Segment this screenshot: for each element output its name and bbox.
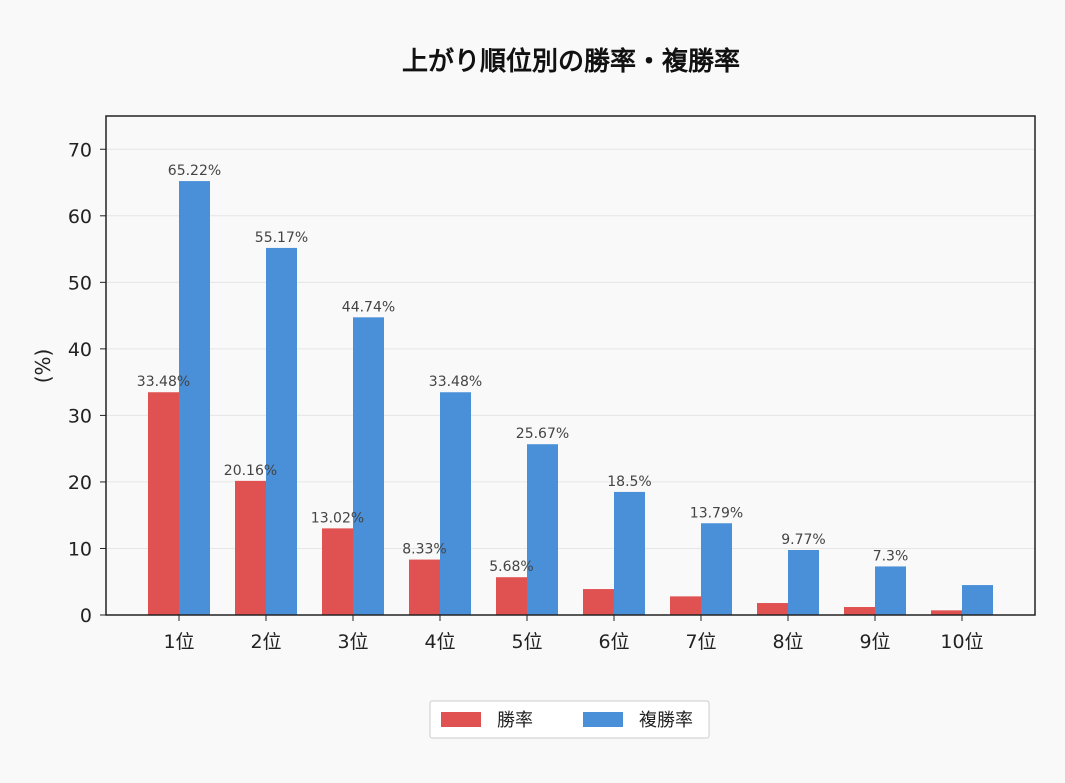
x-tick-label: 4位 [424,631,455,653]
data-label: 8.33% [402,542,446,558]
bar-place-rate [614,491,645,615]
x-tick-label: 1位 [163,631,194,653]
bar-place-rate [527,444,558,615]
bar-place-rate [875,566,906,615]
axis-ticks: 0 10 20 30 40 50 60 70 1位 2位 3位 4位 5位 6位 7位 8位 9位 10位 [68,139,984,653]
x-tick-label: 2位 [250,631,281,653]
bar-place-rate [440,392,471,615]
y-tick-label: 40 [68,339,92,361]
bars [148,181,993,616]
bar-win-rate [757,603,788,615]
y-tick-label: 10 [68,538,92,560]
data-label: 5.68% [489,559,533,575]
data-label: 65.22% [168,163,221,179]
data-label: 9.77% [781,532,825,548]
data-label: 7.3% [873,548,909,564]
data-label: 55.17% [255,230,308,246]
x-tick-label: 8位 [772,631,803,653]
data-label: 25.67% [516,426,569,442]
plot-frame [105,115,1036,616]
x-tick-label: 5位 [511,631,542,653]
x-tick-label: 7位 [685,631,716,653]
legend-swatch-series-1 [583,712,623,727]
chart-title: 上がり順位別の勝率・複勝率 [402,46,740,77]
bar-win-rate [844,607,875,615]
y-tick-label: 70 [68,139,92,161]
data-label: 33.48% [429,374,482,390]
bar-win-rate [496,577,527,615]
bar-win-rate [322,528,353,615]
bar-place-rate [179,181,210,616]
bar-place-rate [962,585,993,615]
legend-label-series-0: 勝率 [497,710,533,731]
data-label: 33.48% [137,374,190,390]
bar-win-rate [670,596,701,615]
bar-place-rate [353,317,384,615]
bar-win-rate [931,610,962,615]
data-labels: 33.48% 65.22% 20.16% 55.17% 13.02% 44.74% 8.33… [137,163,908,575]
y-tick-label: 60 [68,206,92,228]
data-label: 44.74% [342,299,395,315]
data-label: 13.02% [311,510,364,526]
x-tick-label: 10位 [940,631,983,653]
y-axis-label: (%) [31,349,55,384]
bar-win-rate [583,589,614,615]
data-label: 18.5% [607,474,651,490]
y-tick-label: 20 [68,472,92,494]
y-tick-label: 50 [68,272,92,294]
legend-swatch-series-0 [441,712,481,727]
x-tick-label: 6位 [598,631,629,653]
y-tick-label: 0 [80,605,92,627]
legend-box [429,700,710,739]
y-tick-label: 30 [68,405,92,427]
bar-win-rate [235,480,266,615]
x-tick-label: 3位 [337,631,368,653]
bar-win-rate [148,392,179,615]
bar-win-rate [409,559,440,615]
bar-place-rate [701,523,732,615]
data-label: 13.79% [690,505,743,521]
legend-label-series-1: 複勝率 [639,710,693,731]
legend: 勝率 複勝率 [429,700,710,739]
bar-place-rate [788,549,819,615]
bar-place-rate [266,247,297,615]
data-label: 20.16% [224,463,277,479]
x-tick-label: 9位 [859,631,890,653]
